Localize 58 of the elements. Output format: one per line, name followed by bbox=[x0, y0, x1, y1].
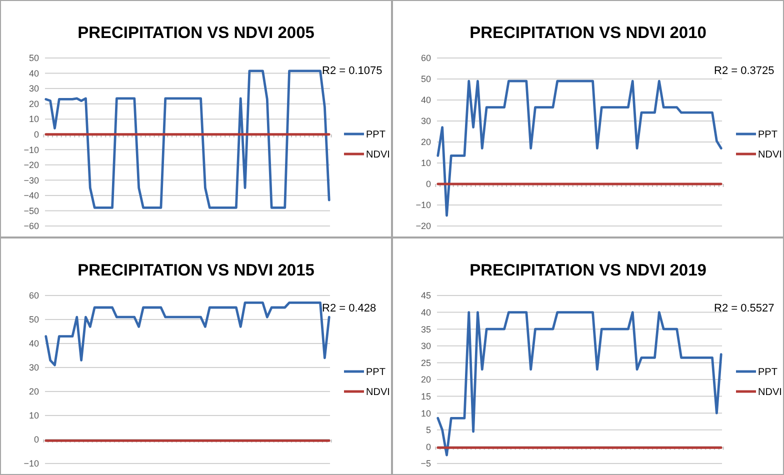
legend-label: NDVI bbox=[366, 387, 390, 398]
chart-title: PRECIPITATION VS NDVI 2019 bbox=[470, 262, 706, 280]
y-tick-label: 20 bbox=[420, 374, 431, 385]
y-tick-label: −10 bbox=[24, 458, 39, 469]
legend-label: NDVI bbox=[758, 387, 782, 398]
legend-label: PPT bbox=[366, 367, 386, 378]
annotation: R2 = 0.3725 bbox=[714, 65, 774, 77]
y-tick-label: 20 bbox=[420, 137, 431, 148]
y-tick-label: −40 bbox=[24, 190, 39, 201]
y-tick-label: 0 bbox=[426, 442, 431, 452]
y-tick-label: 15 bbox=[420, 391, 431, 402]
y-tick-label: 40 bbox=[420, 95, 431, 106]
y-tick-label: −10 bbox=[24, 144, 39, 155]
y-tick-label: 0 bbox=[34, 434, 39, 445]
y-tick-label: 30 bbox=[420, 116, 431, 126]
y-tick-label: 50 bbox=[28, 53, 39, 64]
y-tick-label: −20 bbox=[24, 160, 39, 170]
y-tick-label: 10 bbox=[420, 408, 431, 418]
legend-label: NDVI bbox=[366, 150, 390, 160]
y-tick-label: 10 bbox=[28, 114, 39, 124]
y-tick-label: −5 bbox=[420, 458, 431, 469]
y-tick-label: −10 bbox=[416, 200, 431, 210]
annotation: R2 = 0.1075 bbox=[322, 65, 382, 77]
line-series bbox=[436, 80, 722, 217]
y-tick-label: 40 bbox=[28, 338, 39, 349]
y-tick-label: 30 bbox=[28, 362, 39, 373]
y-tick-label: 20 bbox=[28, 98, 39, 109]
y-tick-label: 50 bbox=[420, 74, 431, 84]
annotation: R2 = 0.5527 bbox=[714, 302, 774, 314]
y-tick-label: 60 bbox=[28, 290, 39, 301]
y-tick-label: 0 bbox=[426, 179, 431, 190]
legend-label: PPT bbox=[758, 130, 778, 140]
annotation: R2 = 0.428 bbox=[322, 302, 376, 314]
legend-label: PPT bbox=[758, 367, 778, 378]
y-tick-label: −50 bbox=[24, 206, 39, 216]
y-tick-label: 10 bbox=[420, 158, 431, 168]
y-tick-label: −60 bbox=[24, 221, 39, 232]
y-tick-label: 30 bbox=[420, 341, 431, 352]
y-tick-label: −20 bbox=[416, 221, 431, 232]
y-tick-label: 5 bbox=[426, 425, 431, 436]
legend-label: PPT bbox=[366, 130, 386, 140]
y-tick-label: 50 bbox=[28, 314, 39, 325]
y-tick-label: 40 bbox=[420, 307, 431, 318]
chart-title: PRECIPITATION VS NDVI 2015 bbox=[78, 262, 314, 280]
chart-title: PRECIPITATION VS NDVI 2005 bbox=[78, 24, 314, 42]
y-tick-label: 35 bbox=[420, 324, 431, 334]
y-tick-label: 30 bbox=[28, 84, 39, 94]
y-tick-label: 0 bbox=[34, 130, 39, 140]
y-tick-label: 45 bbox=[420, 290, 431, 301]
y-tick-label: 60 bbox=[420, 53, 431, 64]
legend-label: NDVI bbox=[758, 150, 782, 160]
chart-title: PRECIPITATION VS NDVI 2010 bbox=[470, 24, 706, 42]
y-tick-label: 10 bbox=[28, 410, 39, 421]
y-tick-label: 40 bbox=[28, 68, 39, 78]
y-tick-label: 25 bbox=[420, 358, 431, 368]
y-tick-label: −30 bbox=[24, 175, 39, 186]
line-series bbox=[436, 311, 722, 456]
y-tick-label: 20 bbox=[28, 386, 39, 397]
